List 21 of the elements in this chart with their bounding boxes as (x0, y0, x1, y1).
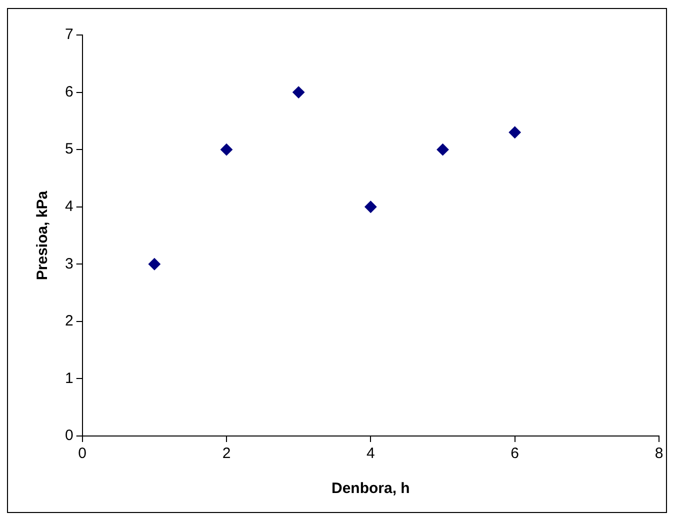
x-tick-label: 2 (222, 445, 231, 462)
point (148, 258, 160, 270)
point (220, 144, 233, 156)
x-tick-label: 4 (366, 445, 375, 462)
y-tick-label: 3 (65, 255, 74, 272)
y-tick-label: 1 (65, 370, 74, 387)
y-tick-label: 2 (65, 312, 74, 330)
x-tick-label: 0 (78, 445, 87, 462)
point (508, 126, 521, 138)
x-tick-label: 8 (654, 445, 664, 462)
x-axis-title: Denbora, h (332, 480, 410, 498)
y-tick-label: 5 (65, 140, 74, 158)
point (292, 86, 305, 98)
y-tick-label: 7 (65, 26, 74, 44)
point (436, 144, 449, 156)
y-tick-label: 4 (65, 198, 74, 215)
x-tick-label: 6 (510, 445, 520, 462)
y-tick-label: 6 (65, 83, 74, 100)
point (364, 200, 377, 213)
y-axis-title: Presioa, kPa (34, 190, 52, 280)
y-tick-label: 0 (65, 427, 74, 444)
